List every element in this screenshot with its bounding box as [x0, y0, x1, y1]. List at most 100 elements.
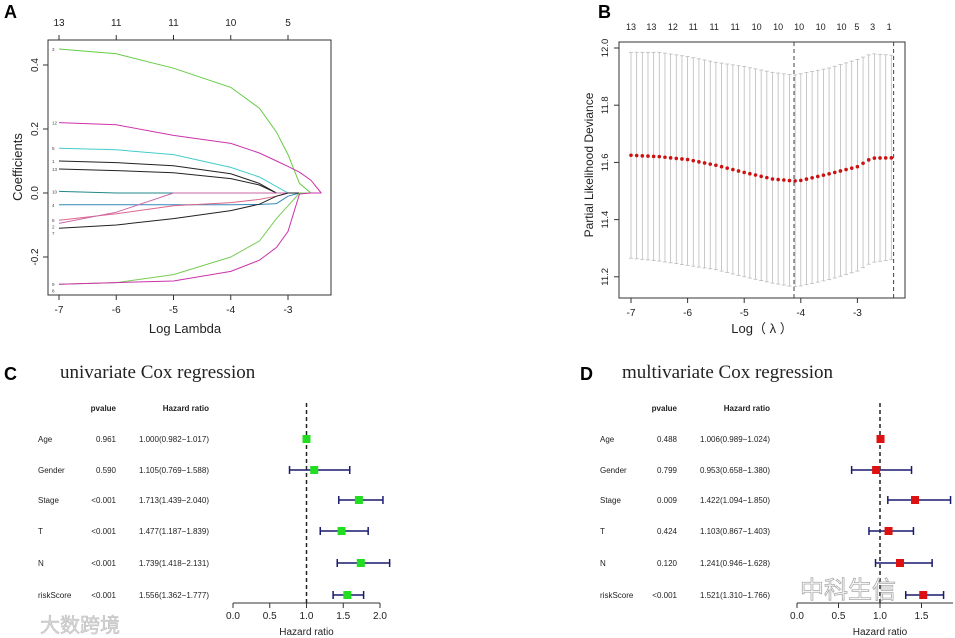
coef-path-label: 7: [52, 231, 55, 236]
row-hr-text: 1.739(1.418−2.131): [139, 559, 209, 568]
x-tick-label: -5: [740, 308, 749, 319]
top-tick-label: 10: [794, 22, 804, 32]
deviance-point: [832, 170, 837, 175]
row-label: Age: [38, 435, 53, 444]
row-hr-text: 1.422(1.094−1.850): [700, 496, 770, 505]
x-axis-label: Hazard ratio: [279, 627, 334, 638]
y-axis-label: Partial Likelihood Deviance: [582, 92, 596, 237]
row-pvalue: 0.009: [657, 496, 678, 505]
deviance-point: [827, 172, 831, 176]
deviance-point: [725, 166, 730, 170]
y-axis-label: Coefficients: [10, 133, 25, 201]
hr-marker: [356, 559, 365, 567]
x-tick-label: -7: [55, 305, 64, 316]
x-axis-label: Log Lambda: [149, 321, 222, 336]
row-hr-text: 1.477(1.187−1.839): [139, 527, 209, 536]
deviance-point: [646, 154, 650, 158]
x-tick-label: 1.5: [915, 611, 929, 622]
pvalue-header: pvalue: [91, 404, 117, 413]
top-tick-label: 12: [668, 22, 678, 32]
forest-title: univariate Cox regression: [60, 362, 256, 383]
top-tick-label: 10: [816, 22, 826, 32]
y-tick-label: -0.2: [30, 248, 41, 266]
deviance-point: [663, 155, 667, 160]
panel-b-cv-deviance: -7 -6 -5 -4 -3 13 13 12 11 11 11 10 10 10 10 10 5 3 1 11.2 1…: [582, 22, 906, 336]
top-tick-label: 5: [285, 18, 291, 29]
coef-path-label: 2: [52, 225, 55, 230]
row-label: Gender: [600, 466, 627, 475]
hr-marker: [337, 527, 346, 535]
deviance-point: [674, 156, 679, 161]
deviance-point: [787, 178, 792, 183]
row-pvalue: <0.001: [91, 559, 116, 568]
deviance-point: [697, 160, 701, 164]
deviance-point: [855, 164, 860, 169]
y-tick-label: 12.0: [600, 39, 611, 58]
x-tick-label: -5: [169, 305, 178, 316]
deviance-point: [702, 161, 707, 165]
deviance-point: [838, 169, 843, 173]
deviance-point: [849, 166, 854, 170]
deviance-point: [708, 162, 713, 166]
coef-path-label: 5: [52, 146, 55, 151]
top-tick-label: 13: [646, 22, 656, 32]
coef-path-12: [58, 122, 322, 194]
deviance-point: [866, 158, 871, 162]
top-tick-label: 13: [626, 22, 636, 32]
row-hr-text: 1.521(1.310−1.766): [700, 591, 770, 600]
y-tick-label: 0.4: [30, 58, 41, 72]
forest-title: multivariate Cox regression: [622, 362, 834, 383]
top-tick-label: 10: [752, 22, 762, 32]
coef-path-2: [58, 192, 322, 224]
deviance-point: [883, 156, 888, 160]
deviance-point: [776, 177, 780, 182]
x-tick-label: -4: [226, 305, 235, 316]
top-tick-label: 10: [773, 22, 783, 32]
deviance-point: [844, 167, 848, 172]
deviance-point: [685, 157, 690, 162]
coef-path-label: 12: [52, 121, 58, 126]
deviance-point: [765, 175, 769, 180]
x-tick-label: 1.5: [336, 611, 350, 622]
deviance-point: [810, 175, 814, 180]
plot-frame: [618, 41, 906, 299]
row-hr-text: 1.103(0.867−1.403): [700, 527, 770, 536]
x-axis-label: Log（ λ ）: [731, 321, 792, 336]
deviance-point: [657, 154, 662, 159]
x-tick-label: 1.0: [300, 611, 314, 622]
top-tick-label: 11: [168, 18, 179, 29]
coef-path-label: 6: [52, 218, 55, 223]
row-label: T: [600, 527, 605, 536]
x-tick-label: -6: [683, 308, 692, 319]
top-tick-label: 13: [53, 18, 65, 29]
row-label: T: [38, 527, 43, 536]
row-pvalue: 0.120: [657, 559, 678, 568]
hr-marker: [310, 466, 319, 474]
deviance-point: [804, 177, 809, 181]
row-pvalue: 0.590: [96, 466, 117, 475]
hr-marker: [911, 496, 920, 504]
top-tick-label: 11: [689, 22, 698, 32]
y-tick-label: 11.8: [600, 96, 611, 114]
hr-header: Hazard ratio: [163, 404, 209, 413]
x-tick-label: -7: [627, 308, 636, 319]
deviance-point: [714, 163, 718, 168]
coef-path-label: 10: [52, 189, 58, 194]
row-label: riskScore: [600, 591, 634, 600]
coef-path-label: 3: [52, 47, 55, 52]
row-label: N: [38, 559, 44, 568]
deviance-point: [782, 178, 786, 182]
row-pvalue: 0.799: [657, 466, 678, 475]
coef-path-label: 1: [52, 159, 55, 164]
row-pvalue: 0.424: [657, 527, 678, 536]
panel-label-a: A: [4, 2, 17, 22]
deviance-point: [736, 169, 741, 173]
coef-path-label: 4: [52, 203, 55, 208]
y-tick-label: 11.2: [600, 268, 611, 286]
deviance-point: [753, 173, 758, 177]
row-hr-text: 1.241(0.946−1.628): [700, 559, 770, 568]
hr-marker: [919, 591, 928, 599]
deviance-point: [629, 153, 633, 158]
deviance-point: [815, 174, 820, 179]
coef-path-5: [58, 147, 322, 194]
